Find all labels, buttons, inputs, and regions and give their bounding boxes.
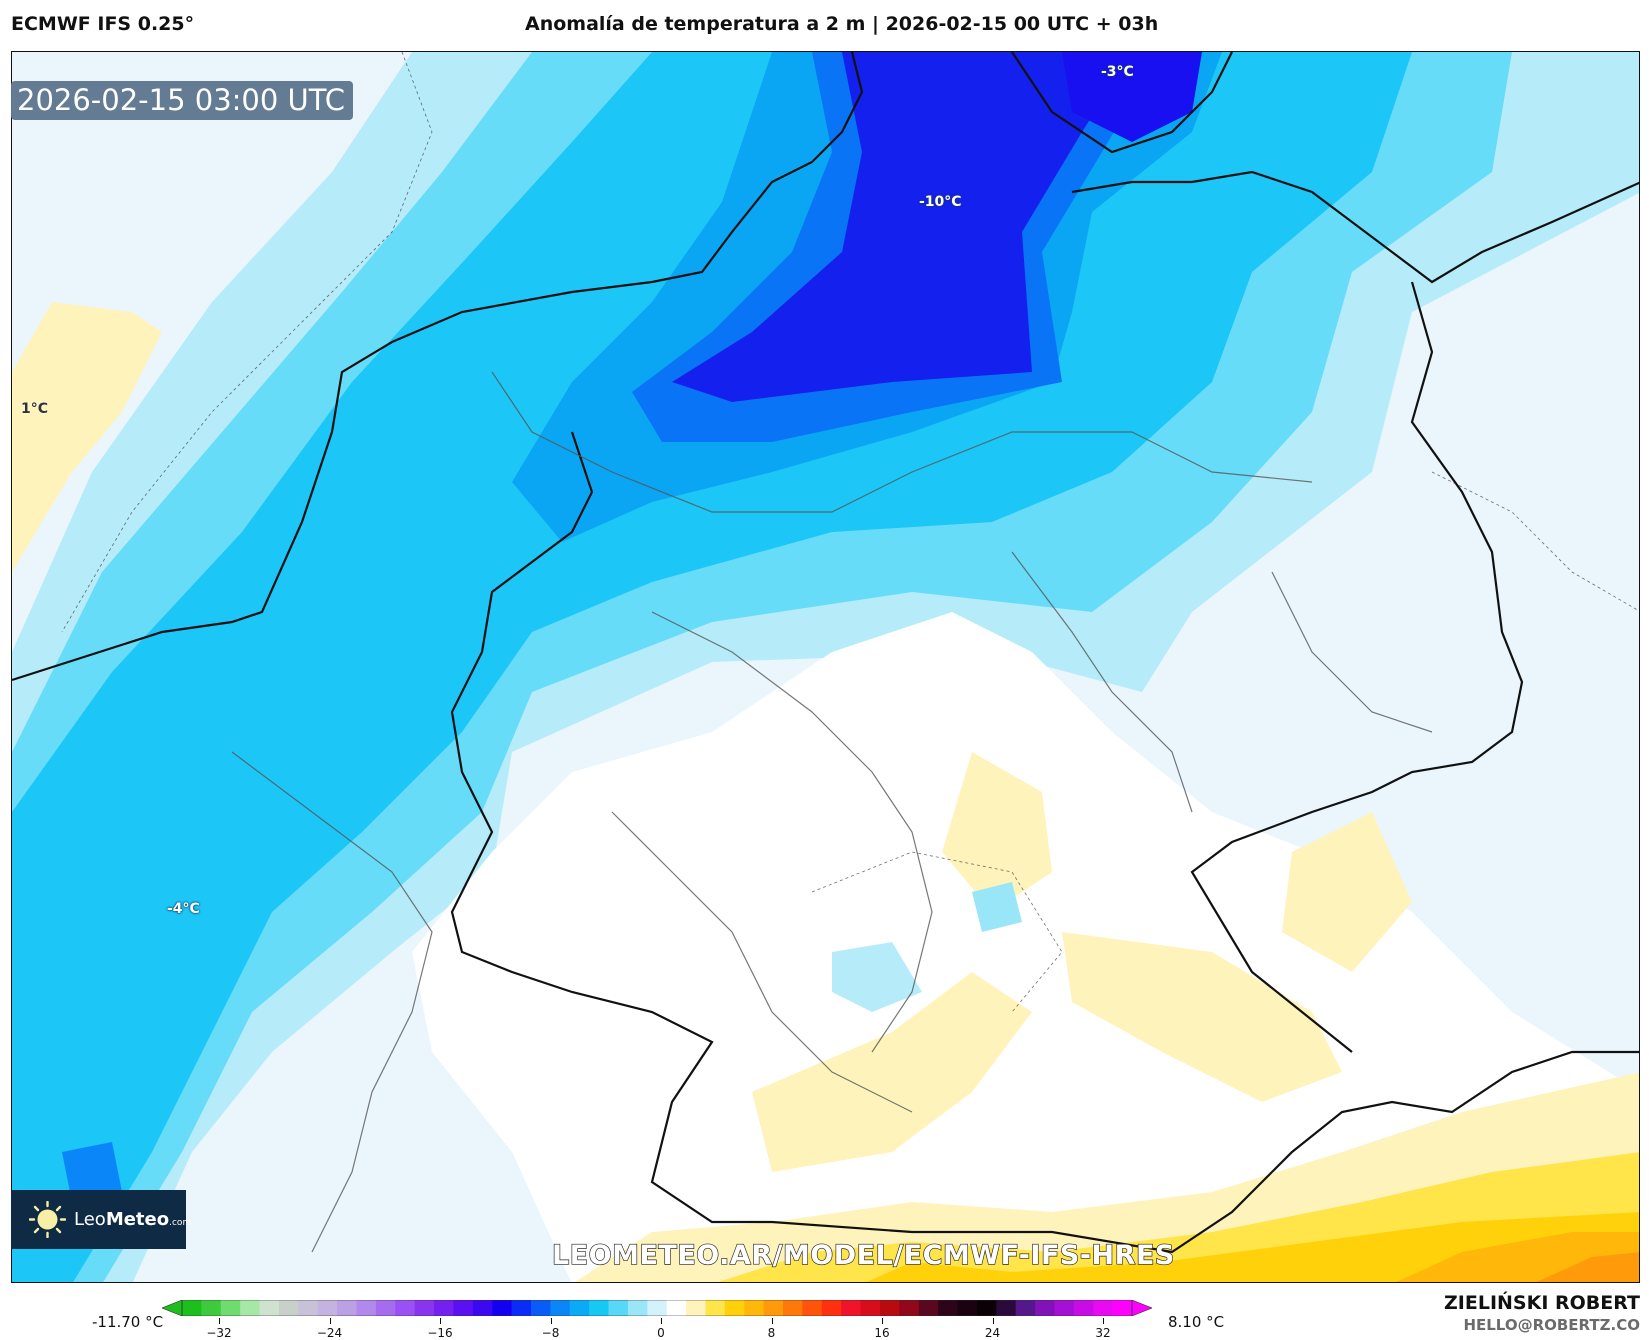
colorbar-tickmark bbox=[661, 1318, 662, 1324]
colorbar-tick-label: 32 bbox=[1095, 1326, 1111, 1340]
colorbar bbox=[162, 1300, 1152, 1316]
colorbar-tick-label: 16 bbox=[874, 1326, 890, 1340]
colorbar-ticks: −32 −24 −16 −8 0 8 16 24 32 bbox=[0, 1318, 1649, 1340]
author-email[interactable]: HELLO@ROBERTZ.CO bbox=[1463, 1316, 1640, 1334]
author-name: ZIELIŃSKI ROBERT bbox=[1444, 1292, 1640, 1314]
logo-text: LeoMeteo.com bbox=[74, 1209, 192, 1230]
colorbar-tick-label: −24 bbox=[316, 1326, 343, 1340]
colorbar-tick-label: −16 bbox=[427, 1326, 453, 1340]
colorbar-tick-label: 24 bbox=[984, 1326, 1001, 1340]
colorbar-tickmark bbox=[992, 1318, 994, 1324]
temperature-anomaly-map: -10°C -3°C 1°C -4°C bbox=[11, 51, 1640, 1283]
contour-label-minus3: -3°C bbox=[1101, 64, 1134, 80]
sun-icon bbox=[29, 1201, 66, 1238]
colorbar-tick-label: 8 bbox=[767, 1326, 776, 1340]
colorbar-tickmark bbox=[219, 1318, 220, 1324]
source-watermark: LEOMETEO.AR/MODEL/ECMWF-IFS-HRES bbox=[551, 1239, 1175, 1271]
contour-label-minus4: -4°C bbox=[167, 901, 200, 917]
colorbar-min-label: -11.70 °C bbox=[92, 1313, 164, 1331]
colorbar-tickmark bbox=[771, 1318, 773, 1324]
colorbar-tickmark bbox=[882, 1318, 883, 1324]
contour-label-plus1: 1°C bbox=[21, 401, 49, 417]
valid-time-badge: 2026-02-15 03:00 UTC bbox=[11, 81, 354, 120]
colorbar-max-label: 8.10 °C bbox=[1168, 1313, 1225, 1331]
colorbar-tickmark bbox=[1103, 1318, 1104, 1324]
model-name: ECMWF IFS 0.25° bbox=[11, 13, 195, 35]
colorbar-tickmark bbox=[329, 1318, 331, 1324]
chart-title: Anomalía de temperatura a 2 m | 2026-02-… bbox=[525, 13, 1159, 35]
contour-label-minus10: -10°C bbox=[919, 194, 962, 210]
colorbar-tick-label: 0 bbox=[657, 1326, 665, 1340]
colorbar-tick-label: −8 bbox=[541, 1326, 560, 1340]
colorbar-tickmark bbox=[440, 1318, 441, 1324]
colorbar-tick-label: −32 bbox=[206, 1326, 232, 1340]
colorbar-tickmark bbox=[550, 1318, 552, 1324]
map-field bbox=[12, 52, 1639, 1282]
leometeo-logo[interactable]: LeoMeteo.com bbox=[11, 1190, 191, 1249]
